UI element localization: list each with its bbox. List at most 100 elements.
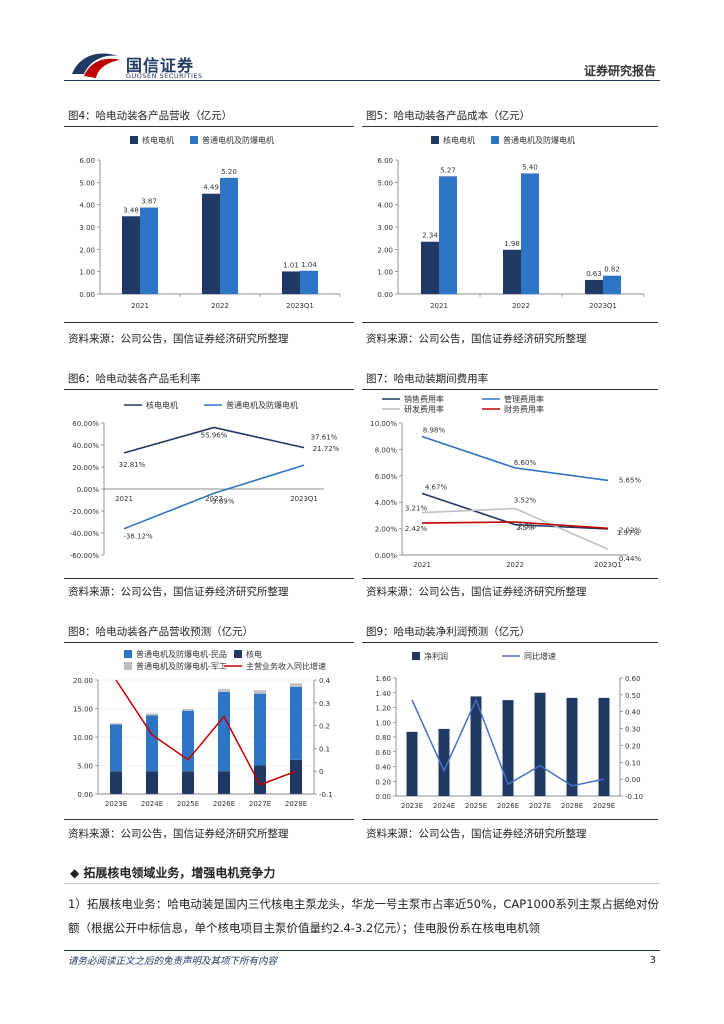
x-tick-label: 2027E bbox=[529, 802, 551, 810]
x-tick-label: 2021 bbox=[413, 561, 431, 569]
data-label: 0.63 bbox=[586, 270, 602, 278]
x-tick-label: 2024E bbox=[433, 802, 455, 810]
x-tick-label: 2025E bbox=[465, 802, 487, 810]
figure-9-chart: 0.00 0.20 0.40 0.60 0.80 1.00 1.20 1.40 1.60 -0.1… bbox=[375, 651, 643, 810]
data-label: 37.61% bbox=[311, 434, 338, 442]
data-label: 55.96% bbox=[201, 431, 228, 439]
legend-label-0: 核电电机 bbox=[146, 400, 178, 410]
bar-6 bbox=[598, 697, 610, 796]
y-tick-label: 2.00% bbox=[375, 526, 398, 534]
figure-8-bottom-rule bbox=[64, 819, 354, 820]
y2-tick-label: 0.30 bbox=[625, 726, 641, 734]
y-tick-label: 5.00 bbox=[79, 179, 95, 187]
bar-1-2 bbox=[603, 275, 621, 294]
legend-label-0: 核电电机 bbox=[142, 135, 174, 145]
series-line-1 bbox=[421, 435, 609, 482]
y-tick-label: -20.00% bbox=[70, 508, 100, 516]
stacked-bar-1-2 bbox=[182, 710, 194, 772]
figure-7-source: 资料来源：公司公告，国信证券经济研究所整理 bbox=[366, 586, 587, 598]
y-tick-label: 4.00 bbox=[79, 202, 95, 210]
bar-5 bbox=[566, 697, 578, 796]
y-tick-label: 2.00 bbox=[377, 246, 393, 254]
brand-name-en: GUOSEN SECURITIES bbox=[126, 72, 203, 80]
series-line-2 bbox=[421, 507, 609, 550]
legend-swatch-0 bbox=[130, 136, 138, 144]
x-tick-label: 2021 bbox=[430, 302, 448, 310]
bar-0-1 bbox=[503, 249, 521, 294]
report-type: 证券研究报告 bbox=[583, 64, 656, 78]
legend-label-0: 销售费用率 bbox=[404, 394, 444, 404]
y2-tick-label: 0.2 bbox=[319, 723, 330, 731]
y-tick-label: 0.00 bbox=[375, 793, 391, 801]
data-label: 3.87 bbox=[141, 198, 157, 206]
data-label: 1.98 bbox=[504, 240, 520, 248]
growth-line bbox=[411, 697, 605, 787]
stacked-bar-1-3 bbox=[218, 691, 230, 772]
y2-tick-label: -0.10 bbox=[625, 793, 643, 801]
figure-5-top-rule bbox=[362, 126, 658, 127]
y2-tick-label: 0.10 bbox=[625, 759, 641, 767]
series-line-1 bbox=[123, 464, 305, 530]
y-tick-label: 5.00 bbox=[377, 179, 393, 187]
section-divider bbox=[64, 883, 660, 884]
bar-1-1 bbox=[521, 173, 539, 294]
legend-swatch-1 bbox=[190, 136, 198, 144]
data-label: -36.12% bbox=[123, 533, 153, 541]
y2-tick-label: 0.40 bbox=[625, 709, 641, 717]
x-tick-label: 2026E bbox=[213, 800, 235, 808]
data-label: 21.72% bbox=[313, 445, 340, 453]
bar-0-2 bbox=[585, 279, 603, 294]
legend-label-2: 研发费用率 bbox=[404, 404, 444, 414]
figure-5-title: 图5：哈电动装各产品成本（亿元） bbox=[366, 110, 531, 122]
legend-label-0: 净利润 bbox=[424, 651, 448, 661]
legend-swatch-0 bbox=[431, 136, 439, 144]
guosen-logo-icon bbox=[70, 48, 122, 84]
x-tick-label: 2029E bbox=[593, 802, 615, 810]
x-tick-label: 2023E bbox=[401, 802, 423, 810]
x-tick-label: 2021 bbox=[115, 495, 133, 503]
data-label: 3.52% bbox=[514, 497, 537, 505]
y-tick-label: 3.00 bbox=[377, 224, 393, 232]
data-label: 6.60% bbox=[514, 459, 537, 467]
legend-swatch-1 bbox=[124, 650, 132, 658]
figure-7-title: 图7：哈电动装期间费用率 bbox=[366, 373, 489, 385]
x-tick-label: 2023Q1 bbox=[589, 302, 617, 310]
y2-tick-label: 0.20 bbox=[625, 742, 641, 750]
y2-tick-label: 0.1 bbox=[319, 745, 330, 753]
legend-label-1: 普通电机及防爆电机 bbox=[226, 400, 298, 410]
bar-3 bbox=[502, 700, 514, 796]
y2-tick-label: 0.4 bbox=[319, 677, 331, 685]
bar-0-0 bbox=[122, 216, 140, 294]
x-tick-label: 2023Q1 bbox=[594, 561, 622, 569]
x-tick-label: 2023Q1 bbox=[286, 302, 314, 310]
data-label: 32.81% bbox=[119, 461, 146, 469]
x-tick-label: 2025E bbox=[177, 800, 199, 808]
data-label: 2.3% bbox=[518, 523, 536, 531]
data-label: 5.20 bbox=[221, 168, 237, 176]
y-tick-label: 10.00 bbox=[73, 734, 93, 742]
figure-8-top-rule bbox=[64, 642, 354, 643]
stacked-bar-0-3 bbox=[218, 771, 230, 794]
stacked-bar-1-5 bbox=[290, 686, 302, 760]
data-label: 8.98% bbox=[423, 426, 446, 434]
data-label: 5.65% bbox=[619, 476, 642, 484]
y-tick-label: 0.00 bbox=[79, 291, 95, 299]
figure-6-title: 图6：哈电动装各产品毛利率 bbox=[68, 373, 201, 385]
legend-swatch-0 bbox=[234, 650, 242, 658]
y-tick-label: 1.20 bbox=[375, 705, 391, 713]
bar-1-1 bbox=[220, 177, 238, 294]
legend-label-2: 普通电机及防爆电机-军工 bbox=[136, 661, 227, 671]
y-tick-label: 6.00% bbox=[375, 473, 398, 481]
x-tick-label: 2028E bbox=[285, 800, 307, 808]
stacked-bar-1-0 bbox=[110, 724, 122, 772]
y-tick-label: 0.80 bbox=[375, 734, 391, 742]
section-paragraph: 1）拓展核电业务：哈电动装是国内三代核电主泵龙头，华龙一号主泵市占率近50%，C… bbox=[68, 897, 659, 935]
y-tick-label: 15.00 bbox=[73, 706, 93, 714]
figure-5-bottom-rule bbox=[362, 322, 658, 323]
page-number: 3 bbox=[649, 955, 656, 966]
bar-0-2 bbox=[282, 271, 300, 294]
y2-tick-label: -0.1 bbox=[319, 791, 333, 799]
data-label: 1.97% bbox=[617, 529, 640, 537]
footer-disclaimer: 请务必阅读正文之后的免责声明及其项下所有内容 bbox=[68, 956, 278, 967]
stacked-bar-0-0 bbox=[110, 771, 122, 794]
